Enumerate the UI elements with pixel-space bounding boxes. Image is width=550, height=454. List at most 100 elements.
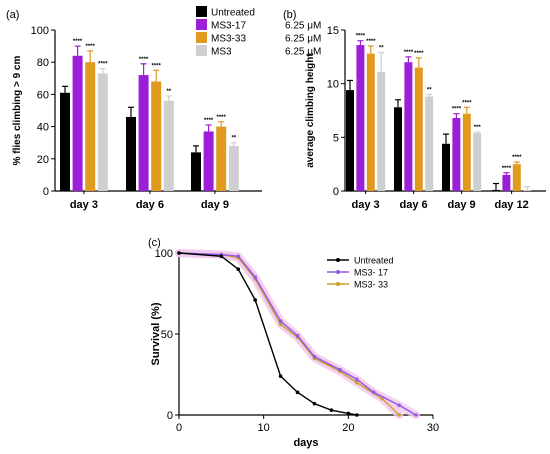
series-point xyxy=(295,390,300,395)
chart-b-significance-label: **** xyxy=(502,166,512,172)
chart-b-significance-label: **** xyxy=(366,39,376,45)
chart-b-bar xyxy=(425,96,434,191)
legend-label: MS3- 17 xyxy=(354,268,388,278)
chart-b-y-axis-label: average climbing height xyxy=(305,53,316,168)
series-point xyxy=(414,413,418,417)
legend-swatch xyxy=(196,6,207,17)
legend-label: MS3 xyxy=(211,47,232,58)
chart-c-x-axis-label: days xyxy=(293,437,318,449)
series-point xyxy=(380,397,385,401)
survival-chart: 0 50 100 0 10 20 30 days Survival (%) xyxy=(150,248,439,449)
chart-a-bar xyxy=(60,92,70,191)
chart-a-bar xyxy=(191,152,201,191)
series-point xyxy=(278,322,283,327)
chart-a-significance-label: ** xyxy=(166,89,171,95)
chart-a-significance-label: **** xyxy=(217,115,227,121)
chart-b-bar xyxy=(414,67,423,191)
series-point xyxy=(355,413,359,417)
chart-a-category-label: day 9 xyxy=(201,199,229,211)
legend-marker xyxy=(336,282,340,286)
legend-dose: 6.25 μM xyxy=(285,34,321,45)
chart-b-bar xyxy=(512,164,521,191)
legend-label: Untreated xyxy=(354,256,394,266)
chart-b-bar xyxy=(366,53,375,191)
chart-b-category-label: day 3 xyxy=(352,199,380,211)
series-point xyxy=(236,254,241,259)
legend-label: MS3-17 xyxy=(211,21,246,32)
chart-b-bar xyxy=(404,62,413,192)
chart-b-significance-label: **** xyxy=(462,100,472,106)
chart-a-category-label: day 3 xyxy=(70,199,98,211)
series-point xyxy=(355,380,359,385)
chart-a-y-tick-label: 60 xyxy=(37,89,49,101)
chart-c-y-tick-label: 0 xyxy=(167,410,173,422)
chart-b-bar xyxy=(452,118,461,191)
series-point xyxy=(338,367,342,372)
chart-a-bar xyxy=(97,73,108,191)
chart-b-category-label: day 9 xyxy=(448,199,476,211)
legend-label: Untreated xyxy=(211,8,255,19)
series-line xyxy=(178,252,417,416)
series-point xyxy=(355,377,359,382)
chart-b-significance-label: ** xyxy=(427,87,432,93)
chart-b-y-tick-label: 0 xyxy=(333,186,339,198)
series-point xyxy=(177,251,181,255)
legend-label: MS3- 33 xyxy=(354,280,388,290)
chart-b-y-tick-label: 5 xyxy=(333,132,339,144)
chart-b-significance-label: **** xyxy=(414,51,424,57)
series-point xyxy=(329,408,334,412)
chart-b-category-label: day 12 xyxy=(494,199,528,211)
chart-a-bar xyxy=(151,81,162,191)
legend-label: MS3-33 xyxy=(211,34,246,45)
series-point xyxy=(219,254,224,259)
chart-b-significance-label: **** xyxy=(404,50,414,56)
series-point xyxy=(236,267,241,272)
chart-a-significance-label: **** xyxy=(73,39,83,45)
chart-a-y-tick-label: 20 xyxy=(37,154,49,166)
chart-a-y-axis-label: % flies climbing > 9 cm xyxy=(12,56,23,166)
chart-a-bar xyxy=(163,100,174,191)
chart-b-significance-label: **** xyxy=(356,34,366,40)
chart-a-bar xyxy=(126,116,136,191)
legend-dose: 6.25 μM xyxy=(285,47,321,58)
series-point xyxy=(295,333,300,338)
chart-b-y-tick-label: 10 xyxy=(327,79,339,91)
chart-b-bar xyxy=(377,71,386,191)
series-point xyxy=(312,354,317,359)
chart-a-significance-label: **** xyxy=(98,62,108,68)
legend-marker xyxy=(336,258,340,262)
chart-b-significance-label: *** xyxy=(474,125,482,131)
legend-marker xyxy=(336,270,340,274)
legend-swatch xyxy=(196,32,207,43)
panel-label-c: (c) xyxy=(148,237,161,249)
chart-a-significance-label: **** xyxy=(139,57,149,63)
series-point xyxy=(346,411,351,416)
chart-a-bar xyxy=(203,131,214,191)
chart-a-y-tick-label: 40 xyxy=(37,122,49,134)
chart-a-bar xyxy=(85,62,96,192)
chart-b-bar xyxy=(502,174,511,191)
chart-b-y-tick-label: 15 xyxy=(327,25,339,37)
chart-a-legend: Untreated MS3-17 6.25 μM MS3-33 6.25 μM MS3 6.… xyxy=(196,6,321,58)
chart-a-y-tick-label: 80 xyxy=(37,57,49,69)
chart-b-significance-label: ** xyxy=(379,46,384,52)
series-line xyxy=(178,252,357,416)
panel-label-b: (b) xyxy=(283,9,296,21)
chart-a-bar xyxy=(216,126,227,191)
series-point xyxy=(312,401,317,406)
chart-a-bar xyxy=(72,55,83,192)
chart-c-y-tick-label: 100 xyxy=(155,248,173,260)
chart-a-y-tick-label: 0 xyxy=(43,186,49,198)
chart-a-significance-label: **** xyxy=(152,63,162,69)
chart-b-bar xyxy=(462,113,471,191)
series-point xyxy=(397,413,401,417)
chart-b-category-label: day 6 xyxy=(400,199,428,211)
series-point xyxy=(371,390,376,395)
chart-a-category-label: day 6 xyxy=(136,199,164,211)
chart-c-x-tick-label: 20 xyxy=(342,422,354,434)
chart-a-y-tick-label: 100 xyxy=(31,25,49,37)
chart-b-bar xyxy=(473,133,482,191)
series-point xyxy=(253,298,257,302)
